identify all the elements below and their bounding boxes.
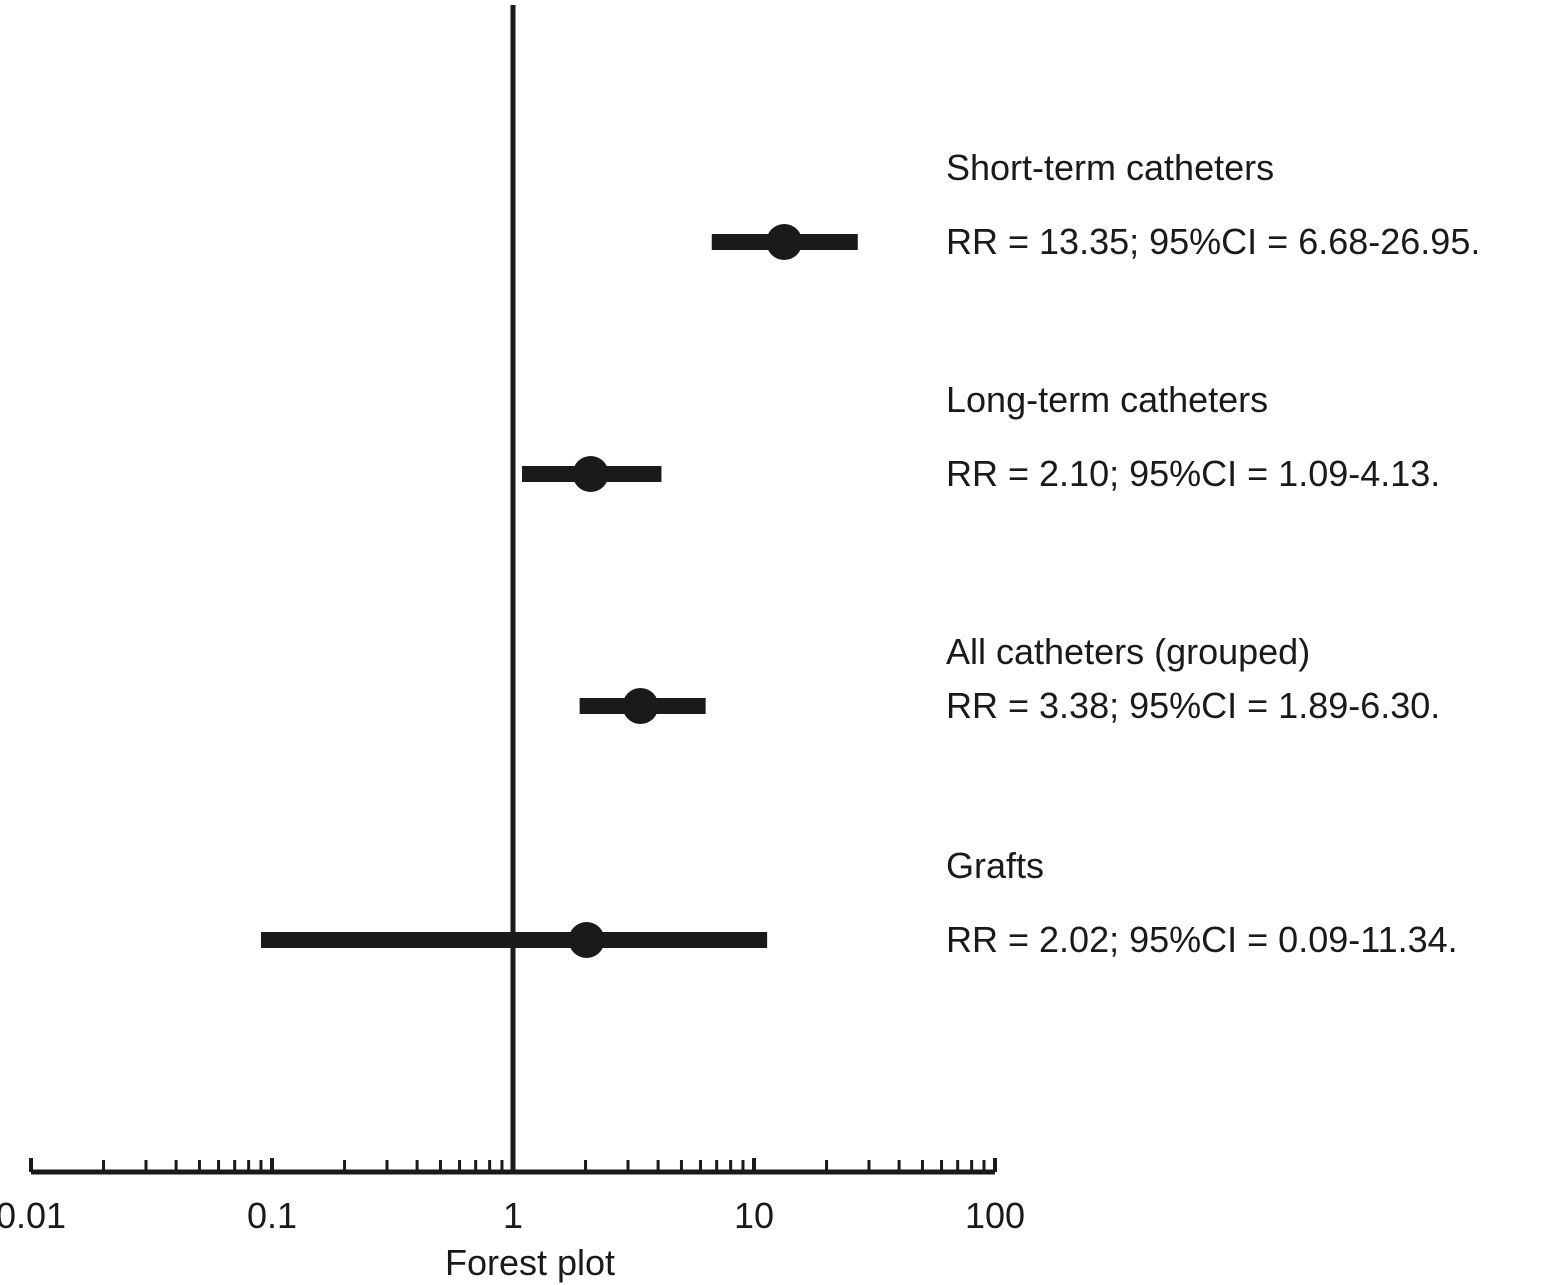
study-row: All catheters (grouped) RR = 3.38; 95%CI …: [579, 631, 1440, 726]
ci-bar: [260, 932, 768, 948]
point-estimate: [568, 922, 605, 958]
point-estimate: [622, 688, 659, 724]
studies: Short-term catheters RR = 13.35; 95%CI = …: [260, 147, 1480, 960]
point-estimate: [766, 224, 803, 260]
study-row: Long-term catheters RR = 2.10; 95%CI = 1.…: [522, 379, 1440, 494]
x-axis-label: Forest plot: [445, 1242, 615, 1283]
point-estimate: [572, 456, 609, 492]
study-name: Short-term catheters: [946, 147, 1274, 188]
tick-label: 100: [965, 1195, 1025, 1236]
tick-label: 0.01: [0, 1195, 66, 1236]
tick-label: 0.1: [247, 1195, 297, 1236]
study-row: Grafts RR = 2.02; 95%CI = 0.09-11.34.: [260, 845, 1458, 960]
study-name: All catheters (grouped): [946, 631, 1310, 672]
study-summary: RR = 13.35; 95%CI = 6.68-26.95.: [946, 221, 1480, 262]
study-summary: RR = 3.38; 95%CI = 1.89-6.30.: [946, 685, 1440, 726]
tick-label: 1: [503, 1195, 523, 1236]
study-summary: RR = 2.02; 95%CI = 0.09-11.34.: [946, 919, 1458, 960]
study-summary: RR = 2.10; 95%CI = 1.09-4.13.: [946, 453, 1440, 494]
study-row: Short-term catheters RR = 13.35; 95%CI = …: [711, 147, 1480, 262]
tick-label: 10: [734, 1195, 774, 1236]
study-name: Grafts: [946, 845, 1044, 886]
study-name: Long-term catheters: [946, 379, 1268, 420]
